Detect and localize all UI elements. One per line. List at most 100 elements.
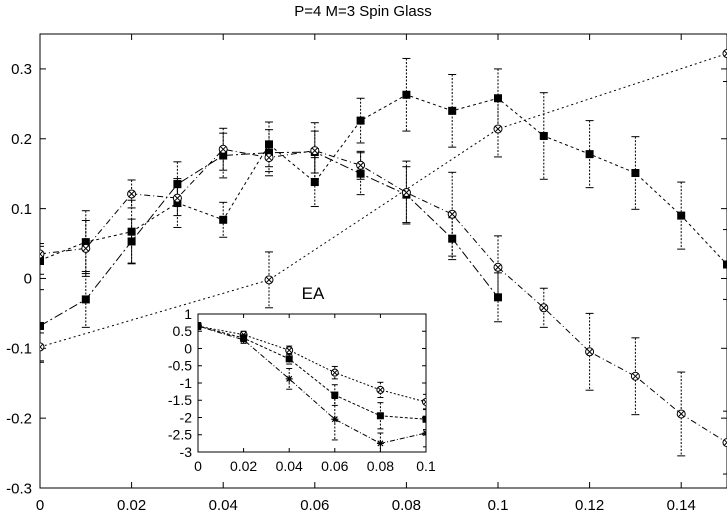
main-error-bar [402,160,411,225]
inset-x-tick-label: 0 [194,458,202,474]
main-x-tick-label: 0.04 [209,497,238,514]
main-data-point [40,342,45,352]
inset-y-tick-label: -0.5 [168,358,192,374]
main-error-bar [494,100,502,158]
main-chart: P=4 M=3 Spin Glass 0 0.02 0.04 0.06 0.08 0.1 0… [6,3,727,514]
main-data-point [310,146,320,156]
main-data-point [264,275,274,285]
inset-y-tick-label: -2.5 [168,427,192,443]
main-error-bar [723,410,727,475]
main-series-4 [40,34,727,362]
main-error-bar [585,120,594,189]
main-data-point [219,215,228,224]
main-error-bar [265,143,273,173]
main-data-point [448,106,457,115]
inset-data-point [240,336,248,344]
main-data-point [310,178,319,187]
inset-error-bar [377,402,384,430]
main-x-tick-label: 0.06 [300,497,329,514]
inset-x-tick-label: 0.06 [321,458,348,474]
inset-y-tick-label: -1 [180,375,193,391]
inset-x-tick-label: 0.08 [367,458,394,474]
main-data-point [40,249,45,259]
inset-y-tick-label: 1 [184,306,192,322]
main-error-bar [356,150,365,180]
main-data-point [81,243,91,253]
inset-error-bar [331,398,338,441]
inset-y-tick-label: 0 [184,340,192,356]
inset-error-bar [331,384,338,406]
main-x-tick-label: 0.08 [392,497,421,514]
main-data-point [127,189,137,199]
inset-y-tick-label: -3 [180,444,193,460]
inset-x-tick-label: 0.04 [276,458,303,474]
inset-data-point [376,385,385,394]
main-data-point [585,150,594,159]
inset-chart-body: 0 0.02 0.04 0.06 0.08 0.110.50-0.5-1-1.5-2-2.… [168,306,436,474]
main-error-bar [81,219,90,277]
main-error-bar [127,179,136,209]
main-error-bar [127,199,136,264]
main-data-point [127,227,136,236]
main-error-bar [219,127,228,171]
main-data-point [218,144,228,154]
main-error-bar [631,337,640,416]
inset-series-3-line [198,325,426,444]
inset-error-bar [423,393,426,411]
main-series-2-line [40,151,499,327]
main-error-bar [265,129,273,177]
main-x-tick-label: 0.14 [667,497,696,514]
main-x-tick-label: 0.12 [575,497,604,514]
inset-series-3 [198,322,426,452]
main-data-point [219,151,228,160]
main-error-bar [539,287,548,328]
inset-x-tick-label: 0.02 [230,458,257,474]
inset-x-tick-label: 0.1 [416,458,436,474]
main-data-point [401,188,411,198]
inset-series-2-line [198,325,426,420]
main-data-point [127,237,136,246]
main-data-point [676,409,686,419]
inset-data-point [422,429,426,437]
inset-series-1 [198,322,426,411]
inset-data-point [330,368,339,377]
inset-data-point [198,322,202,330]
main-error-bar [265,251,273,309]
inset-plot-background [198,314,426,452]
main-series-4-line [40,53,727,348]
inset-data-point [422,397,426,406]
main-data-point [494,94,502,103]
main-data-point [356,160,366,170]
main-data-point [264,153,274,163]
main-data-point [265,148,273,157]
main-y-tick-label: 0.3 [11,61,32,78]
main-series-1 [40,57,727,300]
inset-data-point [376,412,384,420]
main-error-bar [723,229,727,300]
main-error-bar [494,272,502,323]
inset-data-point [285,346,294,355]
inset-error-bar [198,322,201,331]
main-data-point [81,295,90,304]
main-data-point [677,211,686,220]
main-data-point [722,438,727,448]
main-series-3 [40,122,727,475]
main-y-tick-label: -0.3 [6,480,32,497]
inset-data-point [285,355,293,363]
inset-y-tick-label: 0.5 [173,323,193,339]
main-error-bar [40,289,44,363]
main-data-point [585,347,595,357]
main-data-point [722,49,727,59]
inset-data-point [376,439,384,447]
main-error-bar [585,312,594,391]
main-x-tick-label: 0.1 [488,497,509,514]
main-data-point [539,303,549,313]
inset-error-bar [331,365,338,380]
main-error-bar [494,235,502,300]
main-x-tick-label: 0 [36,497,44,514]
inset-error-bar [423,408,426,431]
main-data-point [356,116,365,125]
main-data-point [539,131,548,140]
inset-data-point [285,375,293,383]
main-data-point [40,256,44,265]
